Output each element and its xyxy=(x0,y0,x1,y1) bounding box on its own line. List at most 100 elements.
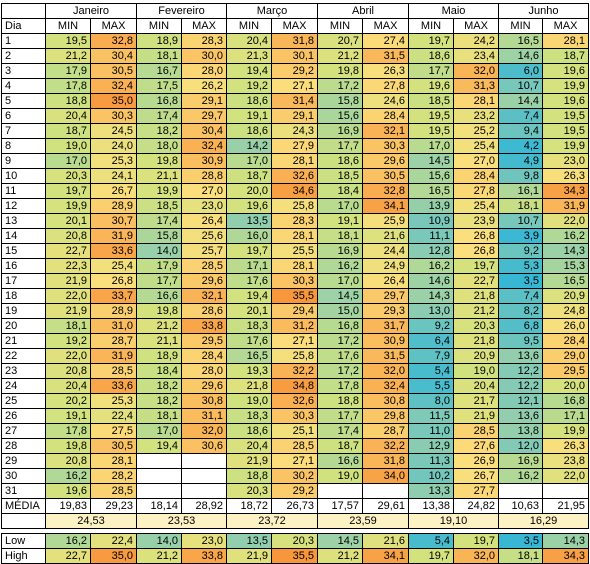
table-row: 14 20,8 31,9 15,8 25,6 16,0 28,1 18,1 21,6 11,1 26… xyxy=(1,228,589,244)
min-value-cell: 21,9 xyxy=(45,273,91,289)
min-value-cell: 18,8 xyxy=(226,468,272,484)
max-value-cell: 34,8 xyxy=(271,378,318,394)
max-value-cell: 31,7 xyxy=(362,318,409,334)
max-value-cell: 34,6 xyxy=(271,183,318,199)
min-value-cell: 19,0 xyxy=(317,468,363,484)
day-cell: 27 xyxy=(1,423,46,439)
high-value-cell: 35,0 xyxy=(90,548,137,564)
min-value-cell xyxy=(498,483,543,499)
min-value-cell: 17,2 xyxy=(317,363,363,379)
high-value-cell: 34,1 xyxy=(362,548,409,564)
min-value-cell: 20,4 xyxy=(45,378,91,394)
min-value-cell: 11,3 xyxy=(408,453,454,469)
media-value-cell: 29,23 xyxy=(90,498,137,514)
min-value-cell: 19,0 xyxy=(226,393,272,409)
min-value-cell: 18,2 xyxy=(136,123,182,139)
table-row: 24 20,4 33,6 18,2 29,6 21,8 34,8 17,8 32,4 5,5 20,… xyxy=(1,378,589,394)
min-value-cell: 21,1 xyxy=(136,333,182,349)
min-value-cell: 16,9 xyxy=(498,453,543,469)
high-row: High 22,7 35,0 21,2 33,8 21,9 35,5 21,2 34,1 19,7… xyxy=(1,548,589,564)
max-value-cell: 26,4 xyxy=(362,273,409,289)
table-row: 17 21,9 26,8 17,7 29,6 17,6 30,3 17,0 26,4 14,6 22… xyxy=(1,273,589,289)
max-value-cell: 25,1 xyxy=(271,423,318,439)
max-value-cell: 29,5 xyxy=(542,363,589,379)
low-value-cell: 16,2 xyxy=(45,533,91,549)
month-header-maio: Maio xyxy=(408,3,499,19)
min-header: MIN xyxy=(408,18,454,34)
day-cell: 4 xyxy=(1,78,46,94)
max-value-cell: 20,9 xyxy=(453,348,499,364)
min-value-cell: 16,5 xyxy=(408,183,454,199)
max-value-cell: 28,8 xyxy=(181,168,227,184)
day-cell: 15 xyxy=(1,243,46,259)
max-header: MAX xyxy=(542,18,589,34)
max-header: MAX xyxy=(90,18,137,34)
min-value-cell: 20,4 xyxy=(226,33,272,49)
min-value-cell: 20,4 xyxy=(226,438,272,454)
min-value-cell: 10,7 xyxy=(498,78,543,94)
max-value-cell: 25,3 xyxy=(90,153,137,169)
max-value-cell: 28,7 xyxy=(90,333,137,349)
min-value-cell: 16,2 xyxy=(45,468,91,484)
day-cell: 6 xyxy=(1,108,46,124)
table-row: 22 22,0 31,9 18,9 28,4 16,5 25,8 17,6 31,5 7,9 20,… xyxy=(1,348,589,364)
day-cell: 26 xyxy=(1,408,46,424)
min-value-cell: 14,3 xyxy=(408,288,454,304)
media-value-cell: 19,83 xyxy=(45,498,91,514)
month-average-cell: 23,59 xyxy=(317,513,409,529)
min-value-cell: 16,5 xyxy=(498,33,543,49)
day-cell: 14 xyxy=(1,228,46,244)
max-value-cell: 24,6 xyxy=(362,93,409,109)
max-value-cell xyxy=(542,483,589,499)
month-average-cell: 23,53 xyxy=(136,513,227,529)
min-value-cell: 17,7 xyxy=(317,138,363,154)
day-cell: 9 xyxy=(1,153,46,169)
min-value-cell: 19,8 xyxy=(136,303,182,319)
low-value-cell: 20,3 xyxy=(271,533,318,549)
min-value-cell: 18,1 xyxy=(498,198,543,214)
max-value-cell: 23,8 xyxy=(542,453,589,469)
max-value-cell: 25,8 xyxy=(271,198,318,214)
min-value-cell: 13,9 xyxy=(408,198,454,214)
min-value-cell: 21,2 xyxy=(317,48,363,64)
min-value-cell: 20,1 xyxy=(45,213,91,229)
min-value-cell: 16,2 xyxy=(317,258,363,274)
max-value-cell: 28,4 xyxy=(453,168,499,184)
max-header: MAX xyxy=(181,18,227,34)
max-value-cell: 25,2 xyxy=(453,123,499,139)
day-cell: 18 xyxy=(1,288,46,304)
max-value-cell: 24,8 xyxy=(542,303,589,319)
max-value-cell: 33,7 xyxy=(90,288,137,304)
min-value-cell: 20,0 xyxy=(226,183,272,199)
max-value-cell: 21,8 xyxy=(453,333,499,349)
max-value-cell: 30,0 xyxy=(181,48,227,64)
min-value-cell: 16,9 xyxy=(317,243,363,259)
table-row: 5 18,8 35,0 16,8 29,1 18,6 31,4 15,8 24,6 18,5 28,… xyxy=(1,93,589,109)
min-value-cell: 21,3 xyxy=(226,48,272,64)
min-value-cell: 18,7 xyxy=(226,168,272,184)
max-value-cell: 32,2 xyxy=(362,438,409,454)
min-value-cell: 12,9 xyxy=(408,438,454,454)
min-value-cell: 14,2 xyxy=(226,138,272,154)
max-value-cell: 30,3 xyxy=(362,138,409,154)
min-value-cell xyxy=(317,483,363,499)
min-value-cell: 17,8 xyxy=(45,78,91,94)
max-value-cell: 23,4 xyxy=(453,48,499,64)
table-row: 4 17,8 32,4 17,5 26,2 19,2 27,1 17,2 27,8 19,6 31,… xyxy=(1,78,589,94)
min-value-cell: 18,0 xyxy=(136,138,182,154)
min-value-cell: 9,2 xyxy=(408,318,454,334)
corner-cell xyxy=(1,3,46,19)
min-value-cell: 18,2 xyxy=(136,378,182,394)
max-value-cell: 31,5 xyxy=(362,48,409,64)
min-value-cell: 17,4 xyxy=(136,213,182,229)
low-value-cell: 13,5 xyxy=(226,533,272,549)
min-value-cell: 20,2 xyxy=(45,393,91,409)
min-value-cell: 20,8 xyxy=(45,228,91,244)
min-value-cell: 17,6 xyxy=(226,333,272,349)
min-value-cell: 18,1 xyxy=(317,228,363,244)
max-value-cell: 31,0 xyxy=(90,318,137,334)
month-average-cell: 23,72 xyxy=(226,513,318,529)
min-value-cell: 19,4 xyxy=(226,288,272,304)
max-value-cell: 27,7 xyxy=(453,483,499,499)
min-value-cell: 16,9 xyxy=(317,123,363,139)
